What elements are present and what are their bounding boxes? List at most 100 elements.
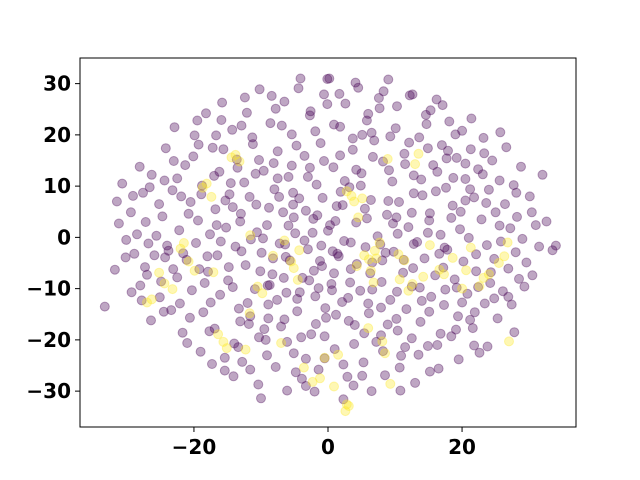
scatter-point-class-0 xyxy=(404,90,415,101)
scatter-point-class-0 xyxy=(355,285,366,296)
scatter-point-class-1 xyxy=(245,230,256,241)
scatter-point-class-0 xyxy=(332,248,343,259)
scatter-point-class-0 xyxy=(345,277,356,288)
scatter-point-class-0 xyxy=(134,161,145,172)
scatter-point-class-1 xyxy=(201,178,212,189)
scatter-point-class-0 xyxy=(279,96,290,107)
scatter-point-class-0 xyxy=(304,162,315,173)
scatter-point-class-0 xyxy=(140,262,150,273)
scatter-point-class-0 xyxy=(453,354,464,365)
scatter-point-class-0 xyxy=(422,143,433,154)
scatter-point-class-0 xyxy=(435,328,446,339)
scatter-point-class-0 xyxy=(237,356,248,367)
scatter-point-class-0 xyxy=(378,86,389,97)
scatter-point-class-0 xyxy=(235,208,246,219)
scatter-point-class-0 xyxy=(413,349,424,360)
scatter-point-class-0 xyxy=(395,385,406,396)
scatter-point-class-0 xyxy=(479,148,490,159)
scatter-point-class-0 xyxy=(160,252,171,263)
scatter-point-class-0 xyxy=(340,98,351,109)
scatter-point-class-0 xyxy=(394,197,404,207)
scatter-point-class-0 xyxy=(422,341,433,351)
scatter-point-class-0 xyxy=(369,135,380,146)
scatter-point-class-0 xyxy=(443,145,453,156)
scatter-point-class-0 xyxy=(455,224,465,235)
scatter-point-class-0 xyxy=(272,146,283,157)
scatter-point-class-0 xyxy=(117,178,128,189)
scatter-point-class-0 xyxy=(375,239,386,250)
scatter-point-class-0 xyxy=(412,237,423,247)
scatter-point-class-0 xyxy=(449,274,460,285)
scatter-point-class-0 xyxy=(306,329,317,340)
scatter-point-class-0 xyxy=(406,333,417,344)
scatter-point-class-1 xyxy=(461,265,472,276)
scatter-point-class-0 xyxy=(258,165,269,176)
scatter-point-class-0 xyxy=(184,312,195,323)
scatter-point-class-0 xyxy=(424,306,435,317)
scatter-point-class-1 xyxy=(276,338,287,348)
scatter-point-class-0 xyxy=(361,213,372,224)
scatter-point-class-1 xyxy=(365,265,376,276)
scatter-point-class-0 xyxy=(485,267,496,278)
scatter-point-class-0 xyxy=(410,377,421,388)
scatter-point-class-0 xyxy=(172,272,183,283)
scatter-point-class-0 xyxy=(398,267,409,278)
scatter-point-class-0 xyxy=(378,156,388,167)
scatter-point-class-0 xyxy=(180,160,191,171)
scatter-point-class-0 xyxy=(262,280,273,291)
scatter-point-class-0 xyxy=(256,247,267,258)
scatter-point-class-0 xyxy=(441,153,452,164)
scatter-point-class-0 xyxy=(135,280,146,291)
scatter-point-class-0 xyxy=(297,272,308,283)
scatter-point-class-0 xyxy=(210,204,221,215)
scatter-point-class-0 xyxy=(489,253,500,264)
scatter-point-class-0 xyxy=(438,262,449,273)
scatter-point-class-0 xyxy=(440,284,451,295)
scatter-point-class-0 xyxy=(526,207,537,218)
scatter-point-class-0 xyxy=(169,122,180,133)
scatter-point-class-0 xyxy=(300,381,311,391)
scatter-point-class-0 xyxy=(466,113,477,124)
scatter-point-class-0 xyxy=(227,124,238,135)
scatter-point-class-1 xyxy=(380,348,390,359)
scatter-point-class-0 xyxy=(363,308,374,319)
scatter-point-class-0 xyxy=(304,110,315,121)
scatter-point-class-0 xyxy=(432,166,443,177)
scatter-point-class-0 xyxy=(286,129,297,140)
scatter-point-class-0 xyxy=(537,169,548,180)
scatter-point-class-0 xyxy=(162,240,173,251)
scatter-point-class-0 xyxy=(469,307,480,318)
scatter-point-class-0 xyxy=(392,228,403,239)
scatter-point-class-0 xyxy=(351,259,362,269)
scatter-point-class-0 xyxy=(473,164,484,175)
scatter-point-class-0 xyxy=(408,188,419,199)
scatter-point-class-0 xyxy=(166,305,177,316)
scatter-point-class-1 xyxy=(363,323,374,334)
scatter-point-class-0 xyxy=(455,206,466,217)
scatter-point-class-0 xyxy=(482,341,493,352)
scatter-point-class-1 xyxy=(465,242,476,253)
scatter-point-class-0 xyxy=(483,184,494,195)
scatter-point-class-0 xyxy=(219,352,230,363)
scatter-point-class-0 xyxy=(516,161,526,172)
scatter-point-class-0 xyxy=(227,202,238,213)
scatter-point-class-0 xyxy=(403,222,414,233)
scatter-point-class-0 xyxy=(167,185,178,196)
scatter-point-class-0 xyxy=(229,338,240,349)
scatter-point-class-0 xyxy=(424,208,435,219)
scatter-point-class-1 xyxy=(230,149,241,160)
scatter-point-class-0 xyxy=(308,213,319,224)
scatter-point-class-0 xyxy=(331,201,342,212)
scatter-point-class-0 xyxy=(228,371,239,382)
scatter-point-class-0 xyxy=(349,320,360,330)
scatter-point-class-0 xyxy=(534,241,545,252)
scatter-point-class-0 xyxy=(311,179,322,190)
scatter-point-class-0 xyxy=(396,350,407,361)
scatter-point-class-0 xyxy=(310,319,321,329)
scatter-point-class-0 xyxy=(446,331,457,342)
scatter-point-class-0 xyxy=(390,123,401,134)
scatter-point-class-0 xyxy=(278,207,289,218)
scatter-point-class-0 xyxy=(270,362,281,372)
scatter-point-class-1 xyxy=(341,399,352,410)
